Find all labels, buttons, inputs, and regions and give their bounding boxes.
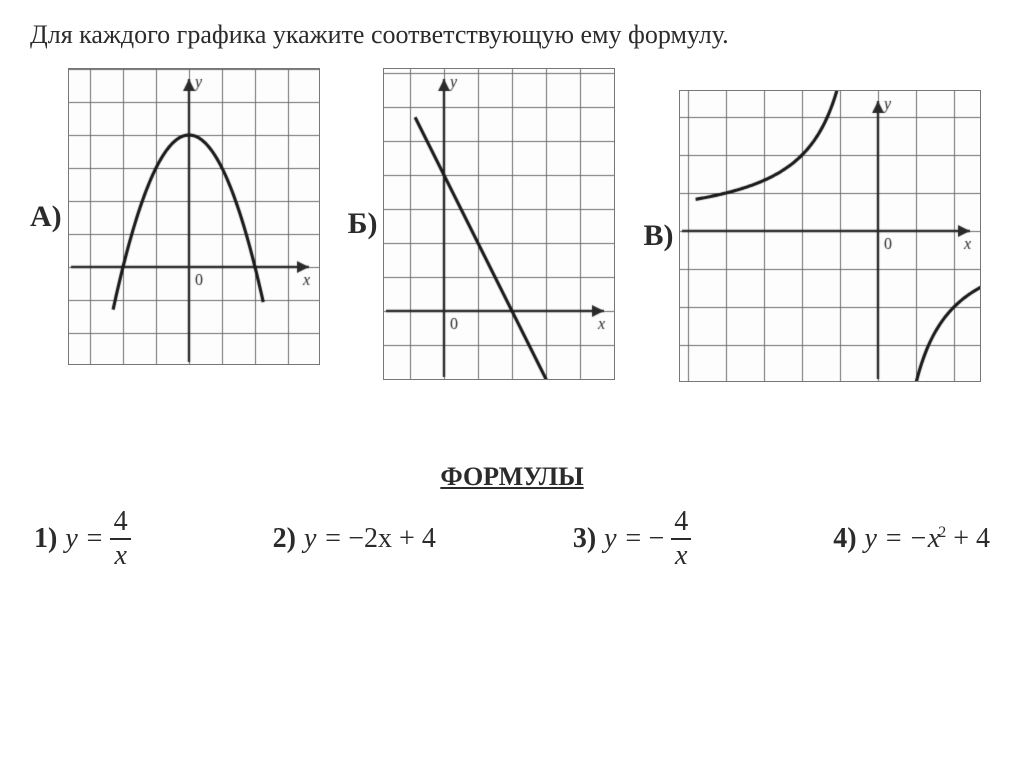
formula-1-num: 1) [34,523,57,555]
formula-2-rhs: −2x + 4 [348,523,436,555]
formula-1-eq: y = 4 x [65,508,135,570]
formula-1-frac: 4 x [110,508,132,570]
f4a: −x [909,523,940,554]
formula-3-denr: x [671,538,691,570]
graph-c-canvas [679,90,981,382]
formulas-row: 1) y = 4 x 2) y = −2x + 4 3) y = − 4 x 4… [30,508,994,570]
graph-b-canvas [383,68,615,380]
formula-1-lhs: y = [65,523,103,555]
formula-1-numr: 4 [110,508,132,538]
formula-3-numr: 4 [670,508,692,538]
formula-2-lhs: y = [304,523,342,555]
graph-a-canvas [68,68,320,365]
graph-b-label: Б) [348,207,378,241]
graphs-row: А) Б) В) [30,68,994,382]
formula-4-eq: y = −x2 + 4 [865,523,990,555]
graph-c-label: В) [643,219,673,253]
formula-1: 1) y = 4 x [34,508,136,570]
formula-4-lhs: y = [865,523,903,555]
formulas-title: ФОРМУЛЫ [30,462,994,492]
f4exp: 2 [938,524,946,541]
formula-3-neg: − [648,523,664,555]
graph-c-block: В) [643,90,981,382]
formula-1-denr: x [110,538,130,570]
formula-2-eq: y = −2x + 4 [304,523,436,555]
f4b: + 4 [946,523,990,554]
instruction-text: Для каждого графика укажите соответствую… [30,20,994,50]
formula-2-num: 2) [273,523,296,555]
formula-4-num: 4) [833,523,856,555]
formula-4: 4) y = −x2 + 4 [833,523,990,555]
formula-3: 3) y = − 4 x [573,508,696,570]
formula-4-rhs: −x2 + 4 [909,523,990,555]
graph-a-block: А) [30,68,320,365]
formula-3-lhs: y = [604,523,642,555]
formula-3-eq: y = − 4 x [604,508,696,570]
graph-a-label: А) [30,200,62,234]
formula-2: 2) y = −2x + 4 [273,523,436,555]
formula-3-frac: 4 x [670,508,692,570]
formula-3-num: 3) [573,523,596,555]
graph-b-block: Б) [348,68,616,380]
